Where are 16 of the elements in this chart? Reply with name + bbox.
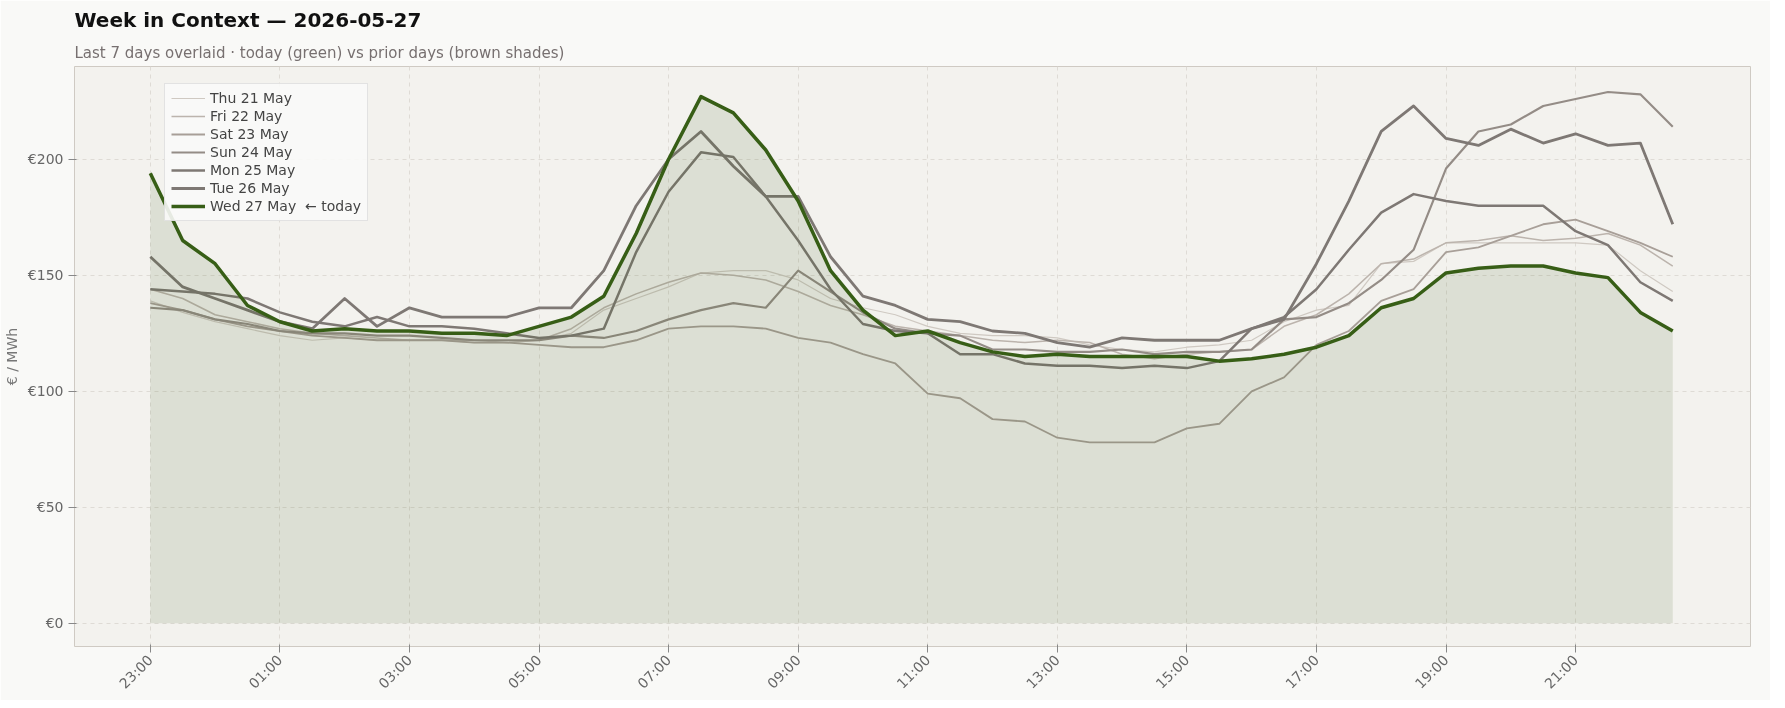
y-tick-label: €0 (45, 615, 64, 632)
y-tick-label: €50 (36, 499, 64, 516)
line-series (149, 218, 1674, 444)
legend-label: Sat 23 May (210, 126, 289, 142)
legend-label: Sun 24 May (210, 144, 293, 160)
legend-label: Fri 22 May (210, 108, 283, 124)
chart-title: Week in Context — 2026-05-27 (74, 7, 422, 32)
legend-label: Tue 26 May (210, 180, 290, 196)
y-tick-label: €150 (27, 267, 64, 284)
legend-label: Thu 21 May (210, 90, 292, 106)
legend-label: Mon 25 May (210, 162, 296, 178)
chart-subtitle: Last 7 days overlaid · today (green) vs prior days (brown shades) (74, 43, 565, 62)
y-tick-label: €200 (27, 151, 64, 168)
y-axis-title: € / MWh (3, 327, 20, 386)
y-tick-label: €100 (27, 383, 64, 400)
legend-label: Wed 27 May ← today (210, 198, 362, 214)
